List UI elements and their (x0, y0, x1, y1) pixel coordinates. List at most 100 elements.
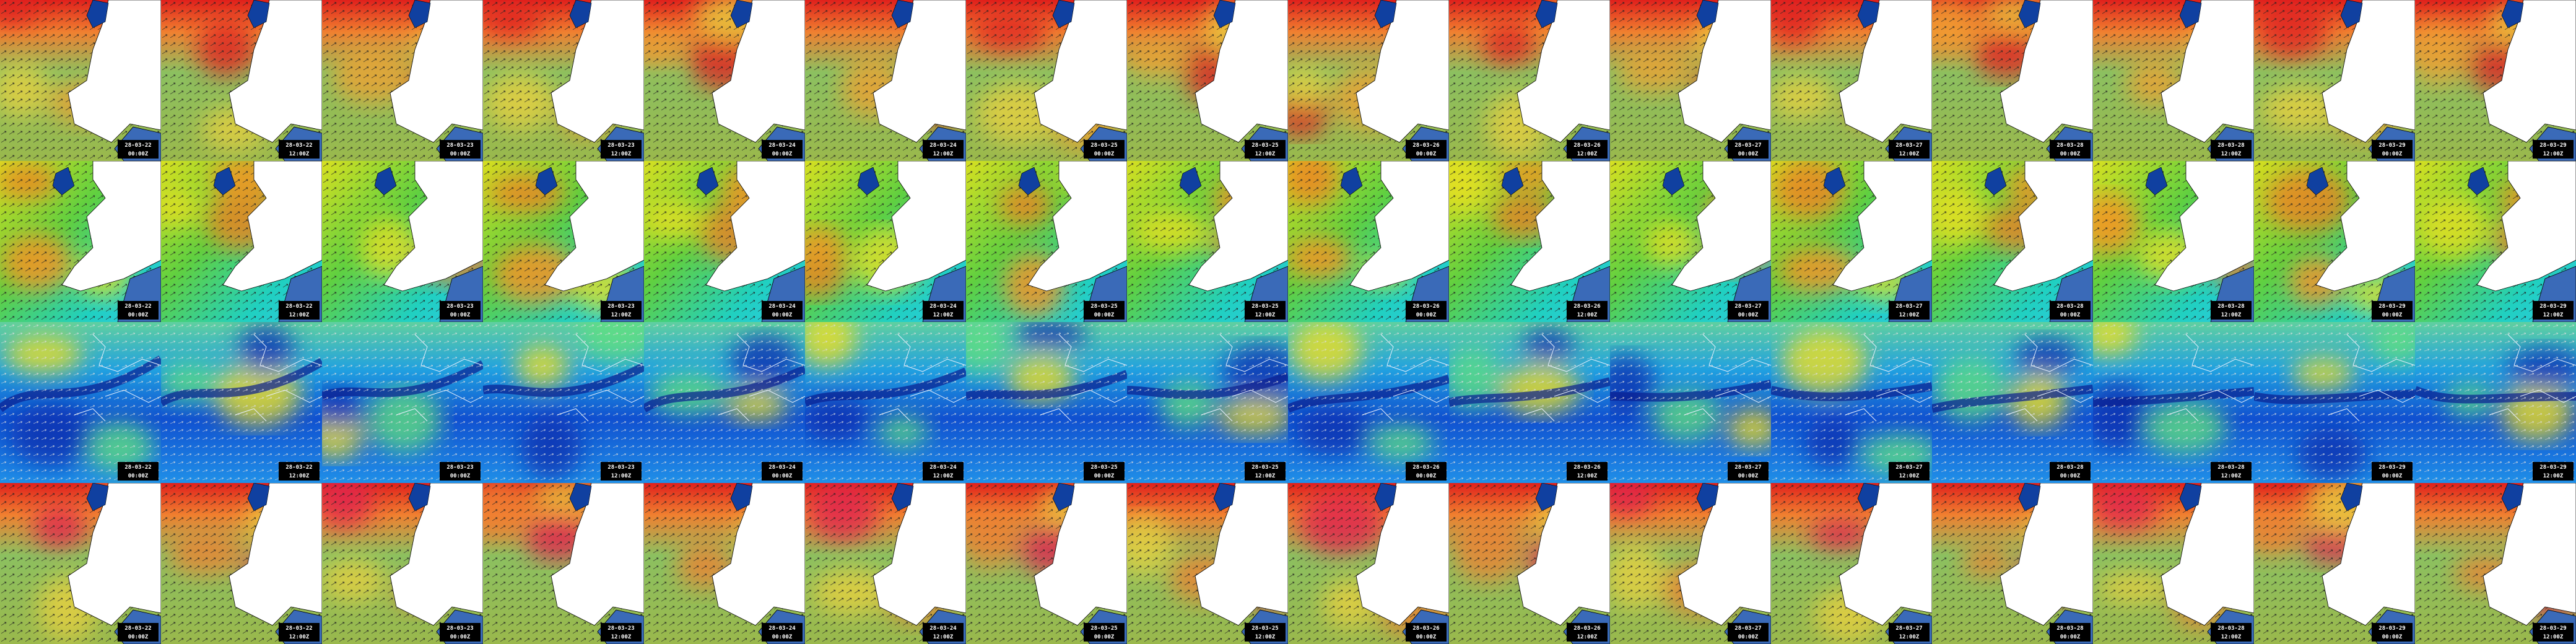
tile-content: 28-03-29 12:00Z (2415, 483, 2576, 644)
british-isles (730, 0, 753, 28)
time-label: 12:00Z (2543, 473, 2564, 479)
map-tile: 28-03-29 00:00Z (2254, 483, 2415, 644)
british-isles (1984, 167, 2007, 196)
label-box (1245, 462, 1286, 481)
label-box (2533, 462, 2574, 481)
land (1349, 161, 1449, 292)
tile-content: 28-03-23 00:00Z (322, 483, 483, 644)
time-label: 00:00Z (772, 473, 793, 479)
map-tile: 28-03-29 12:00Z (2415, 161, 2576, 322)
map-tile: 28-03-26 00:00Z (1288, 0, 1449, 161)
map-tile: 28-03-28 12:00Z (2093, 322, 2254, 483)
map-tile: 28-03-25 00:00Z (966, 322, 1127, 483)
land (866, 161, 966, 292)
wind-arrows (2254, 322, 2415, 483)
british-isles (247, 0, 270, 28)
time-label: 12:00Z (289, 473, 310, 479)
label-box (1406, 140, 1447, 159)
british-isles (1052, 0, 1075, 28)
date-label: 28-03-29 (2539, 303, 2566, 310)
map-tile: 28-03-25 00:00Z (966, 0, 1127, 161)
label-box (923, 301, 964, 320)
map-tile: 28-03-28 00:00Z (1932, 483, 2093, 644)
date-label: 28-03-24 (768, 303, 796, 310)
tile-content: 28-03-28 12:00Z (2093, 161, 2254, 322)
tile-content: 28-03-26 12:00Z (1449, 322, 1610, 483)
label-box (2211, 462, 2252, 481)
map-tile: 28-03-26 12:00Z (1449, 483, 1610, 644)
british-isles (247, 483, 270, 511)
date-label: 28-03-27 (1895, 625, 1922, 632)
date-label: 28-03-24 (929, 303, 957, 310)
tile-content: 28-03-24 12:00Z (805, 161, 966, 322)
label-box (1084, 301, 1125, 320)
land (1671, 161, 1771, 292)
tile-content: 28-03-24 00:00Z (644, 322, 805, 483)
tile-content: 28-03-27 12:00Z (1771, 0, 1932, 161)
british-isles (1857, 483, 1880, 511)
british-isles (2306, 167, 2329, 196)
wind-arrows (644, 322, 805, 483)
tile-content: 28-03-23 12:00Z (483, 0, 644, 161)
british-isles (86, 483, 109, 511)
date-label: 28-03-23 (607, 464, 634, 471)
map-tile: 28-03-23 00:00Z (322, 483, 483, 644)
british-isles (408, 483, 431, 511)
map-tile: 28-03-27 12:00Z (1771, 161, 1932, 322)
tile-content: 28-03-24 00:00Z (644, 483, 805, 644)
date-label: 28-03-25 (1251, 625, 1278, 632)
label-box (1245, 301, 1286, 320)
map-tile: 28-03-27 12:00Z (1771, 0, 1932, 161)
tile-content: 28-03-22 00:00Z (0, 0, 161, 161)
map-tile: 28-03-28 12:00Z (2093, 0, 2254, 161)
wind-arrows (322, 322, 483, 483)
land (1993, 161, 2093, 292)
date-label: 28-03-28 (2217, 303, 2244, 310)
wind-arrows (1932, 322, 2093, 483)
british-isles (1213, 483, 1236, 511)
map-tile: 28-03-25 12:00Z (1127, 483, 1288, 644)
map-tile: 28-03-27 00:00Z (1610, 0, 1771, 161)
map-tile: 28-03-22 00:00Z (0, 483, 161, 644)
label-box (1084, 623, 1125, 642)
map-tile: 28-03-22 00:00Z (0, 0, 161, 161)
label-box (440, 462, 481, 481)
tile-content: 28-03-25 00:00Z (966, 161, 1127, 322)
date-label: 28-03-24 (768, 625, 796, 632)
date-label: 28-03-23 (446, 464, 473, 471)
map-tile: 28-03-25 12:00Z (1127, 322, 1288, 483)
date-label: 28-03-24 (768, 464, 796, 471)
label-box (762, 623, 803, 642)
label-box (118, 623, 159, 642)
label-box (279, 140, 320, 159)
date-label: 28-03-27 (1734, 303, 1761, 310)
time-label: 12:00Z (933, 634, 954, 640)
map-tile: 28-03-23 12:00Z (483, 483, 644, 644)
tile-content: 28-03-22 12:00Z (161, 483, 322, 644)
tile-content: 28-03-26 00:00Z (1288, 161, 1449, 322)
label-box (762, 462, 803, 481)
label-box (440, 301, 481, 320)
british-isles (2179, 483, 2202, 511)
time-label: 00:00Z (1094, 312, 1115, 318)
date-label: 28-03-29 (2539, 464, 2566, 471)
map-tile: 28-03-28 12:00Z (2093, 483, 2254, 644)
time-label: 12:00Z (1899, 634, 1920, 640)
label-box (2533, 623, 2574, 642)
map-tile: 28-03-29 00:00Z (2254, 0, 2415, 161)
date-label: 28-03-26 (1412, 142, 1439, 149)
time-label: 00:00Z (450, 151, 471, 157)
time-label: 00:00Z (1416, 312, 1437, 318)
map-tile: 28-03-22 12:00Z (161, 161, 322, 322)
date-label: 28-03-25 (1090, 303, 1117, 310)
label-box (440, 623, 481, 642)
date-label: 28-03-25 (1251, 142, 1278, 149)
label-box (1245, 140, 1286, 159)
tile-content: 28-03-28 00:00Z (1932, 0, 2093, 161)
date-label: 28-03-26 (1412, 625, 1439, 632)
label-box (279, 462, 320, 481)
tile-content: 28-03-27 12:00Z (1771, 322, 1932, 483)
time-label: 00:00Z (1738, 634, 1759, 640)
map-tile: 28-03-22 12:00Z (161, 322, 322, 483)
map-tile: 28-03-22 12:00Z (161, 483, 322, 644)
